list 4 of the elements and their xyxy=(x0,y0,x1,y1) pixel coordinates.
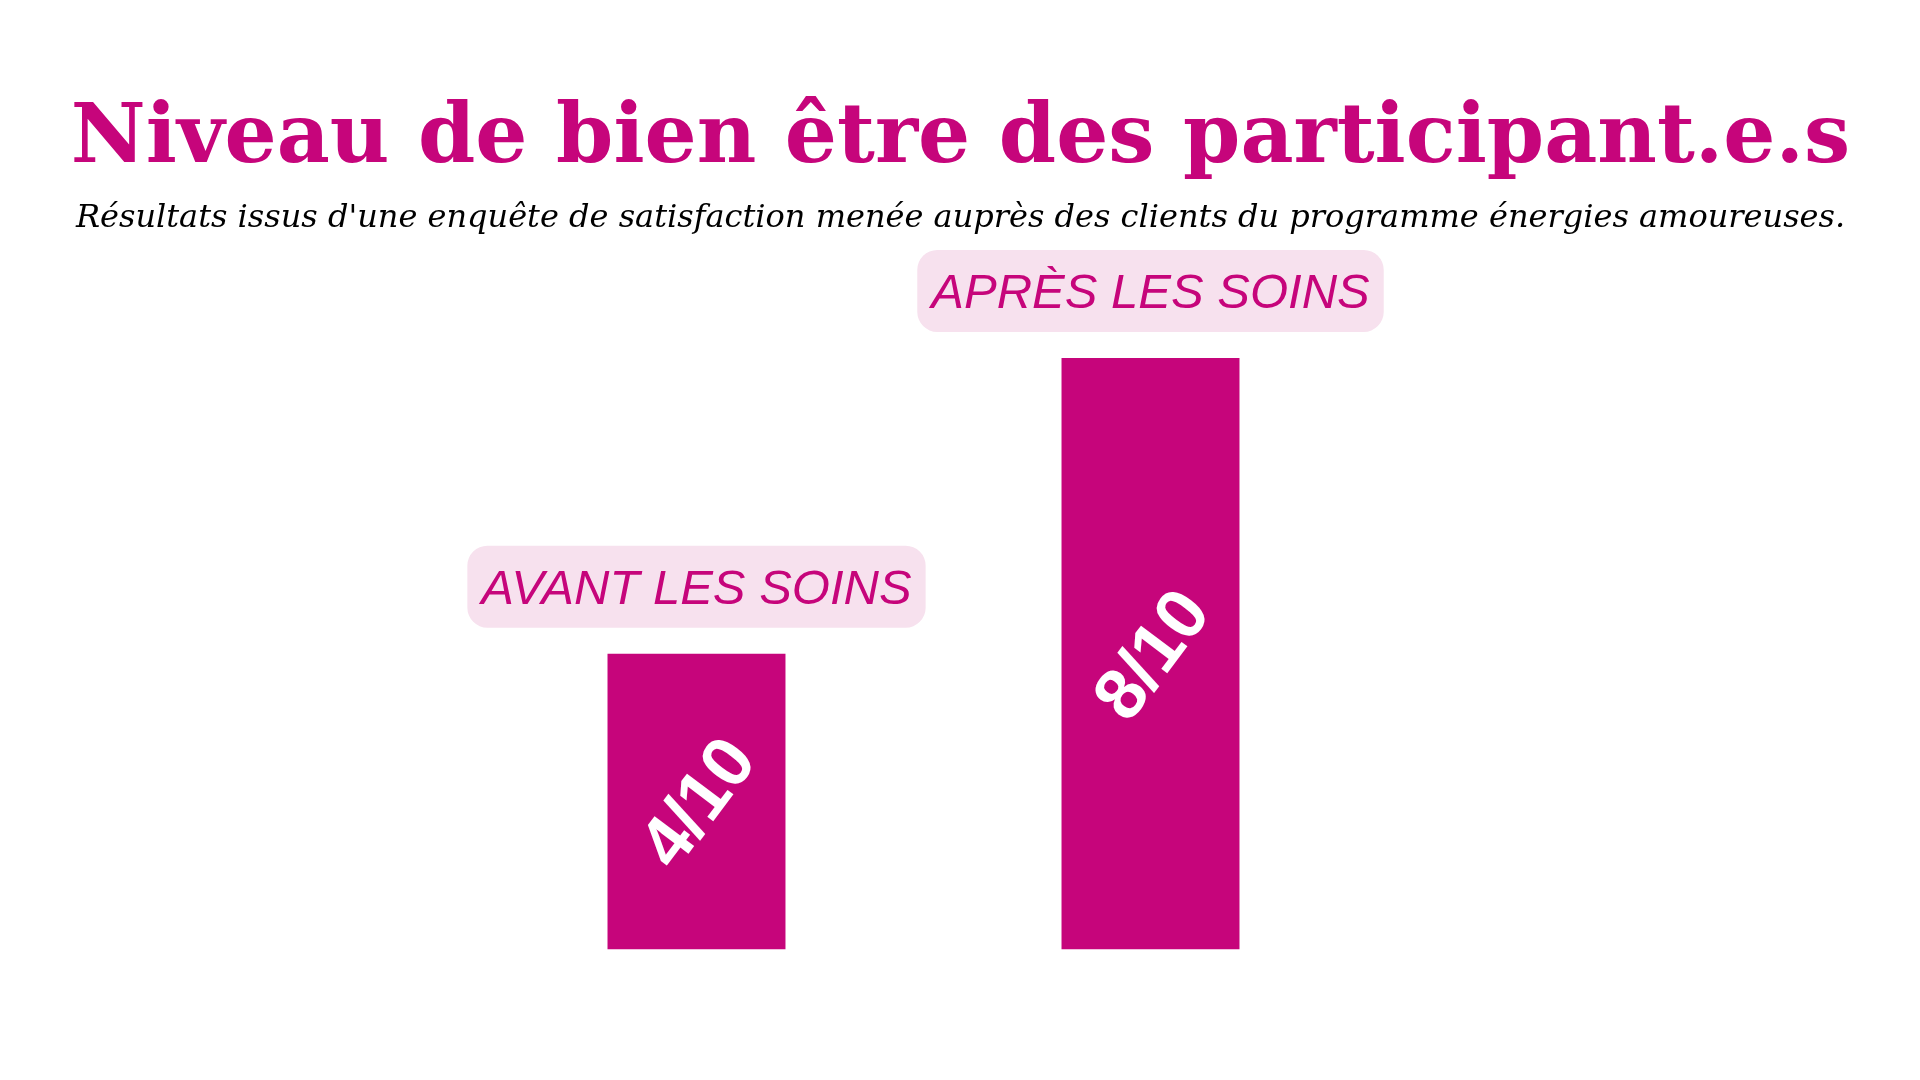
chart-subtitle: Résultats issus d'une enquête de satisfaction menée auprès des clients du programme énergies amoureuses. xyxy=(74,196,1846,235)
x-tick-label: AVANT LES SOINS xyxy=(478,559,912,614)
chart-title: Niveau de bien être des participant.e.s xyxy=(70,84,1851,181)
x-tick-label: APRÈS LES SOINS xyxy=(928,263,1371,318)
